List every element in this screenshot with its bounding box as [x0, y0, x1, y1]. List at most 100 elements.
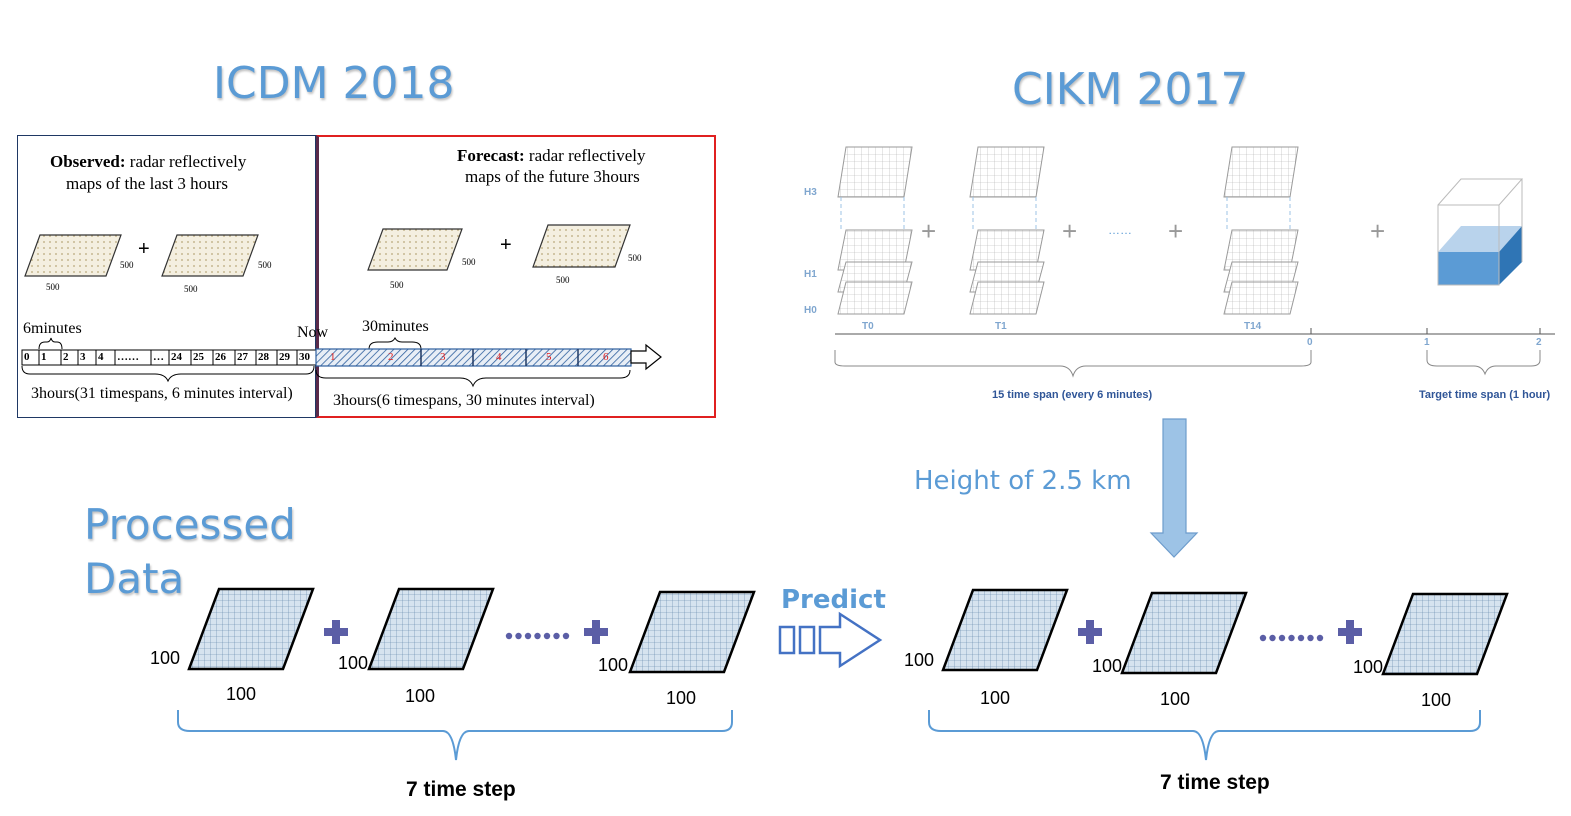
ellipsis-dot — [515, 632, 522, 640]
right-time-step-label: 7 time step — [1160, 771, 1270, 794]
right-time-step-brace — [928, 710, 1481, 761]
icdm-forecast-panel — [316, 135, 716, 418]
observed-heading-line2: maps of the last 3 hours — [66, 174, 228, 193]
forecast-dim-label-3: 500 — [628, 253, 642, 263]
axis-tick-0: 0 — [1307, 337, 1313, 348]
cikm-left-brace — [834, 350, 1312, 378]
forecast-tick-label: 5 — [546, 351, 552, 363]
processed-map — [628, 590, 756, 674]
ellipsis-dot — [553, 632, 560, 640]
observed-tick-label: 27 — [237, 351, 248, 363]
observed-span-brace — [21, 365, 315, 383]
height-down-arrow — [1149, 418, 1199, 558]
forecast-heading: Forecast: radar reflectively — [457, 146, 646, 165]
observed-tick-label: 24 — [171, 351, 182, 363]
observed-tick-label: 3 — [80, 351, 86, 363]
cikm-plus-3: + — [1168, 216, 1184, 246]
observed-dim-label-3: 500 — [258, 260, 272, 270]
forecast-map-1 — [367, 228, 463, 271]
predict-label: Predict — [781, 585, 886, 615]
forecast-dim-label-4: 500 — [556, 275, 570, 285]
ellipsis-dot — [1278, 634, 1286, 642]
ellipsis-dot — [1269, 634, 1276, 642]
ellipsis-dot — [505, 632, 513, 640]
dimension-label: 100 — [1092, 656, 1123, 676]
height-label: Height of 2.5 km — [914, 466, 1132, 496]
forecast-heading-line2: maps of the future 3hours — [465, 167, 640, 186]
dimension-label: 100 — [904, 650, 935, 670]
observed-map-2 — [161, 234, 259, 277]
dimension-label: 100 — [150, 648, 181, 668]
thirty-minutes-brace — [368, 336, 422, 350]
processed-map — [1120, 591, 1248, 675]
now-label: Now — [297, 324, 329, 341]
icdm-title: ICDM 2018 — [213, 58, 455, 109]
forecast-timeline — [315, 343, 662, 371]
cikm-plus-4: + — [1370, 216, 1386, 246]
observed-heading: Observed: radar reflectively — [50, 152, 247, 171]
cikm-span-right-label: Target time span (1 hour) — [1419, 389, 1551, 401]
observed-tick-label: …… — [117, 351, 139, 363]
cikm-right-brace — [1426, 350, 1541, 376]
forecast-plus: + — [500, 234, 512, 256]
thirty-minutes-label: 30minutes — [362, 318, 429, 335]
dimension-label: 100 — [666, 688, 697, 708]
ellipsis-dot — [524, 632, 532, 640]
dimension-label: 100 — [338, 653, 369, 673]
six-minutes-brace — [38, 337, 63, 350]
observed-tick-label: 29 — [279, 351, 290, 363]
cikm-plus-2: + — [1062, 216, 1078, 246]
forecast-tick-label: 1 — [330, 351, 336, 363]
observed-tick-label: 1 — [41, 351, 47, 363]
observed-timeline — [21, 349, 317, 366]
processed-map — [367, 587, 495, 671]
six-minutes-label: 6minutes — [23, 320, 82, 337]
dimension-label: 100 — [980, 688, 1011, 708]
predict-arrow — [778, 611, 883, 669]
processed-map — [187, 587, 315, 671]
ellipsis-dot — [543, 632, 551, 640]
cikm-plus-1: + — [921, 216, 937, 246]
observed-tick-label: 26 — [215, 351, 226, 363]
dimension-label: 100 — [598, 655, 629, 675]
dimension-label: 100 — [1421, 690, 1452, 710]
observed-tick-label: 0 — [24, 351, 30, 363]
processed-title-line1: Processed — [84, 500, 296, 549]
dimension-label: 100 — [226, 684, 257, 704]
forecast-tick-label: 3 — [440, 351, 446, 363]
forecast-tick-label: 6 — [603, 351, 609, 363]
forecast-map-2 — [532, 224, 631, 268]
dimension-label: 100 — [1353, 657, 1384, 677]
cikm-dots: …… — [1108, 223, 1132, 237]
ellipsis-dot — [1307, 634, 1314, 642]
ellipsis-dot — [1316, 634, 1324, 642]
observed-span-label: 3hours(31 timespans, 6 minutes interval) — [31, 385, 293, 402]
ellipsis-dot — [1259, 634, 1267, 642]
forecast-dim-label-2: 500 — [390, 280, 404, 290]
observed-tick-label: 30 — [299, 351, 310, 363]
forecast-dim-label-1: 500 — [462, 257, 476, 267]
height-label-h0: H0 — [804, 305, 817, 316]
forecast-span-label: 3hours(6 timespans, 30 minutes interval) — [333, 392, 595, 409]
observed-dim-label-1: 500 — [120, 260, 134, 270]
observed-tick-label: 25 — [193, 351, 204, 363]
height-label-h1: H1 — [804, 269, 817, 280]
cikm-span-left-label: 15 time span (every 6 minutes) — [992, 389, 1153, 401]
time-label-t1: T1 — [995, 321, 1007, 332]
ellipsis-dot — [1288, 634, 1295, 642]
axis-tick-2: 2 — [1536, 337, 1542, 348]
processed-map — [1381, 592, 1509, 676]
height-label-h3: H3 — [804, 187, 817, 198]
dimension-label: 100 — [405, 686, 436, 706]
observed-map-1 — [24, 234, 122, 277]
cikm-title: CIKM 2017 — [1012, 64, 1249, 115]
axis-tick-1: 1 — [1424, 337, 1430, 348]
cikm-radar-stacks — [837, 146, 1299, 315]
icdm-observed-panel — [17, 135, 316, 418]
forecast-tick-label: 2 — [388, 351, 394, 363]
observed-dim-label-2: 500 — [46, 282, 60, 292]
forecast-arrow-head — [630, 343, 662, 371]
ellipsis-dot — [1297, 634, 1305, 642]
time-label-t0: T0 — [862, 321, 874, 332]
forecast-span-brace — [315, 369, 631, 388]
